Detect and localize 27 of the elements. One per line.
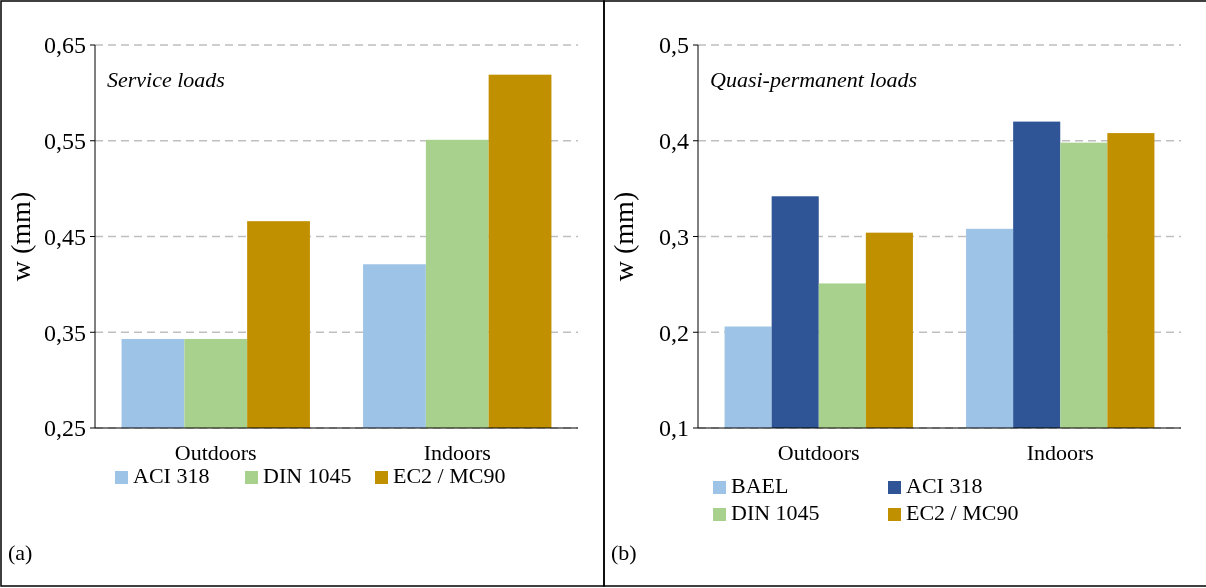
- legend-label: BAEL: [731, 473, 789, 498]
- y-tick-label: 0,4: [659, 128, 689, 155]
- y-tick-label: 0,35: [44, 319, 86, 346]
- text: (a): [8, 540, 33, 565]
- y-axis-title: w (mm): [608, 191, 639, 282]
- y-tick-label: 0,55: [44, 128, 86, 155]
- y-tick-label: 0,3: [659, 223, 689, 250]
- y-tick-label: 0,45: [44, 223, 86, 250]
- y-tick-label: 0,25: [44, 415, 86, 442]
- text: Service loads: [107, 67, 225, 92]
- text: (b): [611, 540, 637, 565]
- legend-label: DIN 1045: [263, 463, 352, 488]
- y-axis-title: w (mm): [5, 191, 36, 282]
- y-tick-label: 0,2: [659, 319, 689, 346]
- x-tick-label: Outdoors: [174, 440, 257, 465]
- text: Quasi-permanent loads: [710, 67, 918, 92]
- legend-label: ACI 318: [133, 463, 210, 488]
- legend-label: DIN 1045: [731, 500, 820, 525]
- legend-label: EC2 / MC90: [393, 463, 506, 488]
- x-tick-label: Outdoors: [777, 440, 860, 465]
- legend-label: EC2 / MC90: [906, 500, 1019, 525]
- legend-label: ACI 318: [906, 473, 983, 498]
- y-tick-label: 0,1: [659, 415, 689, 442]
- y-tick-label: 0,5: [659, 32, 689, 59]
- x-tick-label: Indoors: [423, 440, 491, 465]
- x-tick-label: Indoors: [1026, 440, 1094, 465]
- y-tick-label: 0,65: [44, 32, 86, 59]
